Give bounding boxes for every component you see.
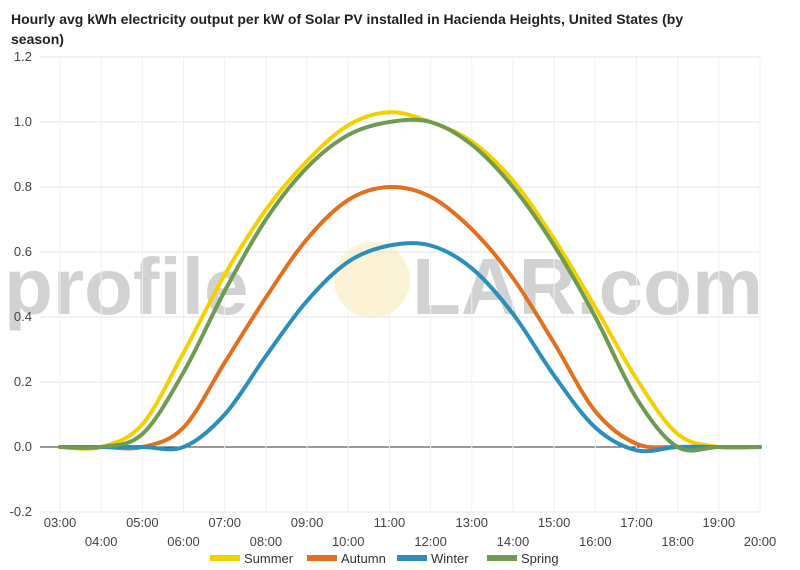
- legend-label: Autumn: [341, 551, 386, 566]
- x-tick-label: 05:00: [126, 515, 159, 530]
- series-lines: [58, 110, 762, 454]
- legend-label: Winter: [431, 551, 469, 566]
- x-tick-label: 13:00: [455, 515, 488, 530]
- legend-swatch: [397, 555, 427, 561]
- legend-swatch: [307, 555, 337, 561]
- legend-label: Spring: [521, 551, 559, 566]
- x-tick-label: 18:00: [661, 534, 694, 549]
- y-tick-label: -0.2: [10, 504, 32, 519]
- legend-swatch: [487, 555, 517, 561]
- x-tick-label: 09:00: [291, 515, 324, 530]
- watermark-text-right: LAR.com: [412, 242, 763, 331]
- y-axis-ticks: -0.2 0.0 0.2 0.4 0.6 0.8 1.0 1.2: [10, 49, 32, 519]
- legend: Summer Autumn Winter Spring: [210, 551, 559, 566]
- x-tick-label: 16:00: [579, 534, 612, 549]
- legend-label: Summer: [244, 551, 294, 566]
- y-tick-label: 0.4: [14, 309, 32, 324]
- x-tick-label: 03:00: [44, 515, 77, 530]
- x-tick-label: 11:00: [374, 515, 406, 530]
- x-tick-label: 12:00: [414, 534, 447, 549]
- y-tick-label: 0.0: [14, 439, 32, 454]
- legend-item-winter: Winter: [397, 551, 469, 566]
- x-tick-label: 06:00: [167, 534, 200, 549]
- x-tick-label: 15:00: [538, 515, 571, 530]
- x-tick-label: 07:00: [208, 515, 241, 530]
- y-tick-label: 0.8: [14, 179, 32, 194]
- legend-item-summer: Summer: [210, 551, 294, 566]
- x-tick-label: 10:00: [332, 534, 365, 549]
- y-tick-label: 0.6: [14, 244, 32, 259]
- x-tick-label: 14:00: [497, 534, 530, 549]
- series-line-winter: [58, 241, 762, 454]
- series-line-autumn: [58, 184, 762, 451]
- x-axis-ticks: 03:00 04:00 05:00 06:00 07:00 08:00 09:00 10:00…: [44, 515, 777, 549]
- series-line-summer: [58, 110, 762, 451]
- series-line-spring: [58, 117, 762, 453]
- legend-item-spring: Spring: [487, 551, 559, 566]
- chart-title: Hourly avg kWh electricity output per kW…: [11, 11, 684, 47]
- x-tick-label: 04:00: [85, 534, 118, 549]
- watermark-sun-icon: [334, 242, 410, 318]
- x-tick-label: 20:00: [744, 534, 777, 549]
- x-tick-label: 08:00: [250, 534, 283, 549]
- y-tick-label: 0.2: [14, 374, 32, 389]
- watermark-text-left: profile: [4, 242, 248, 331]
- watermark: profile LAR.com: [4, 242, 763, 331]
- legend-swatch: [210, 555, 240, 561]
- gridlines: [40, 56, 761, 513]
- x-tick-label: 19:00: [703, 515, 736, 530]
- y-tick-label: 1.2: [14, 49, 32, 64]
- y-tick-label: 1.0: [14, 114, 32, 129]
- legend-item-autumn: Autumn: [307, 551, 386, 566]
- x-tick-label: 17:00: [620, 515, 653, 530]
